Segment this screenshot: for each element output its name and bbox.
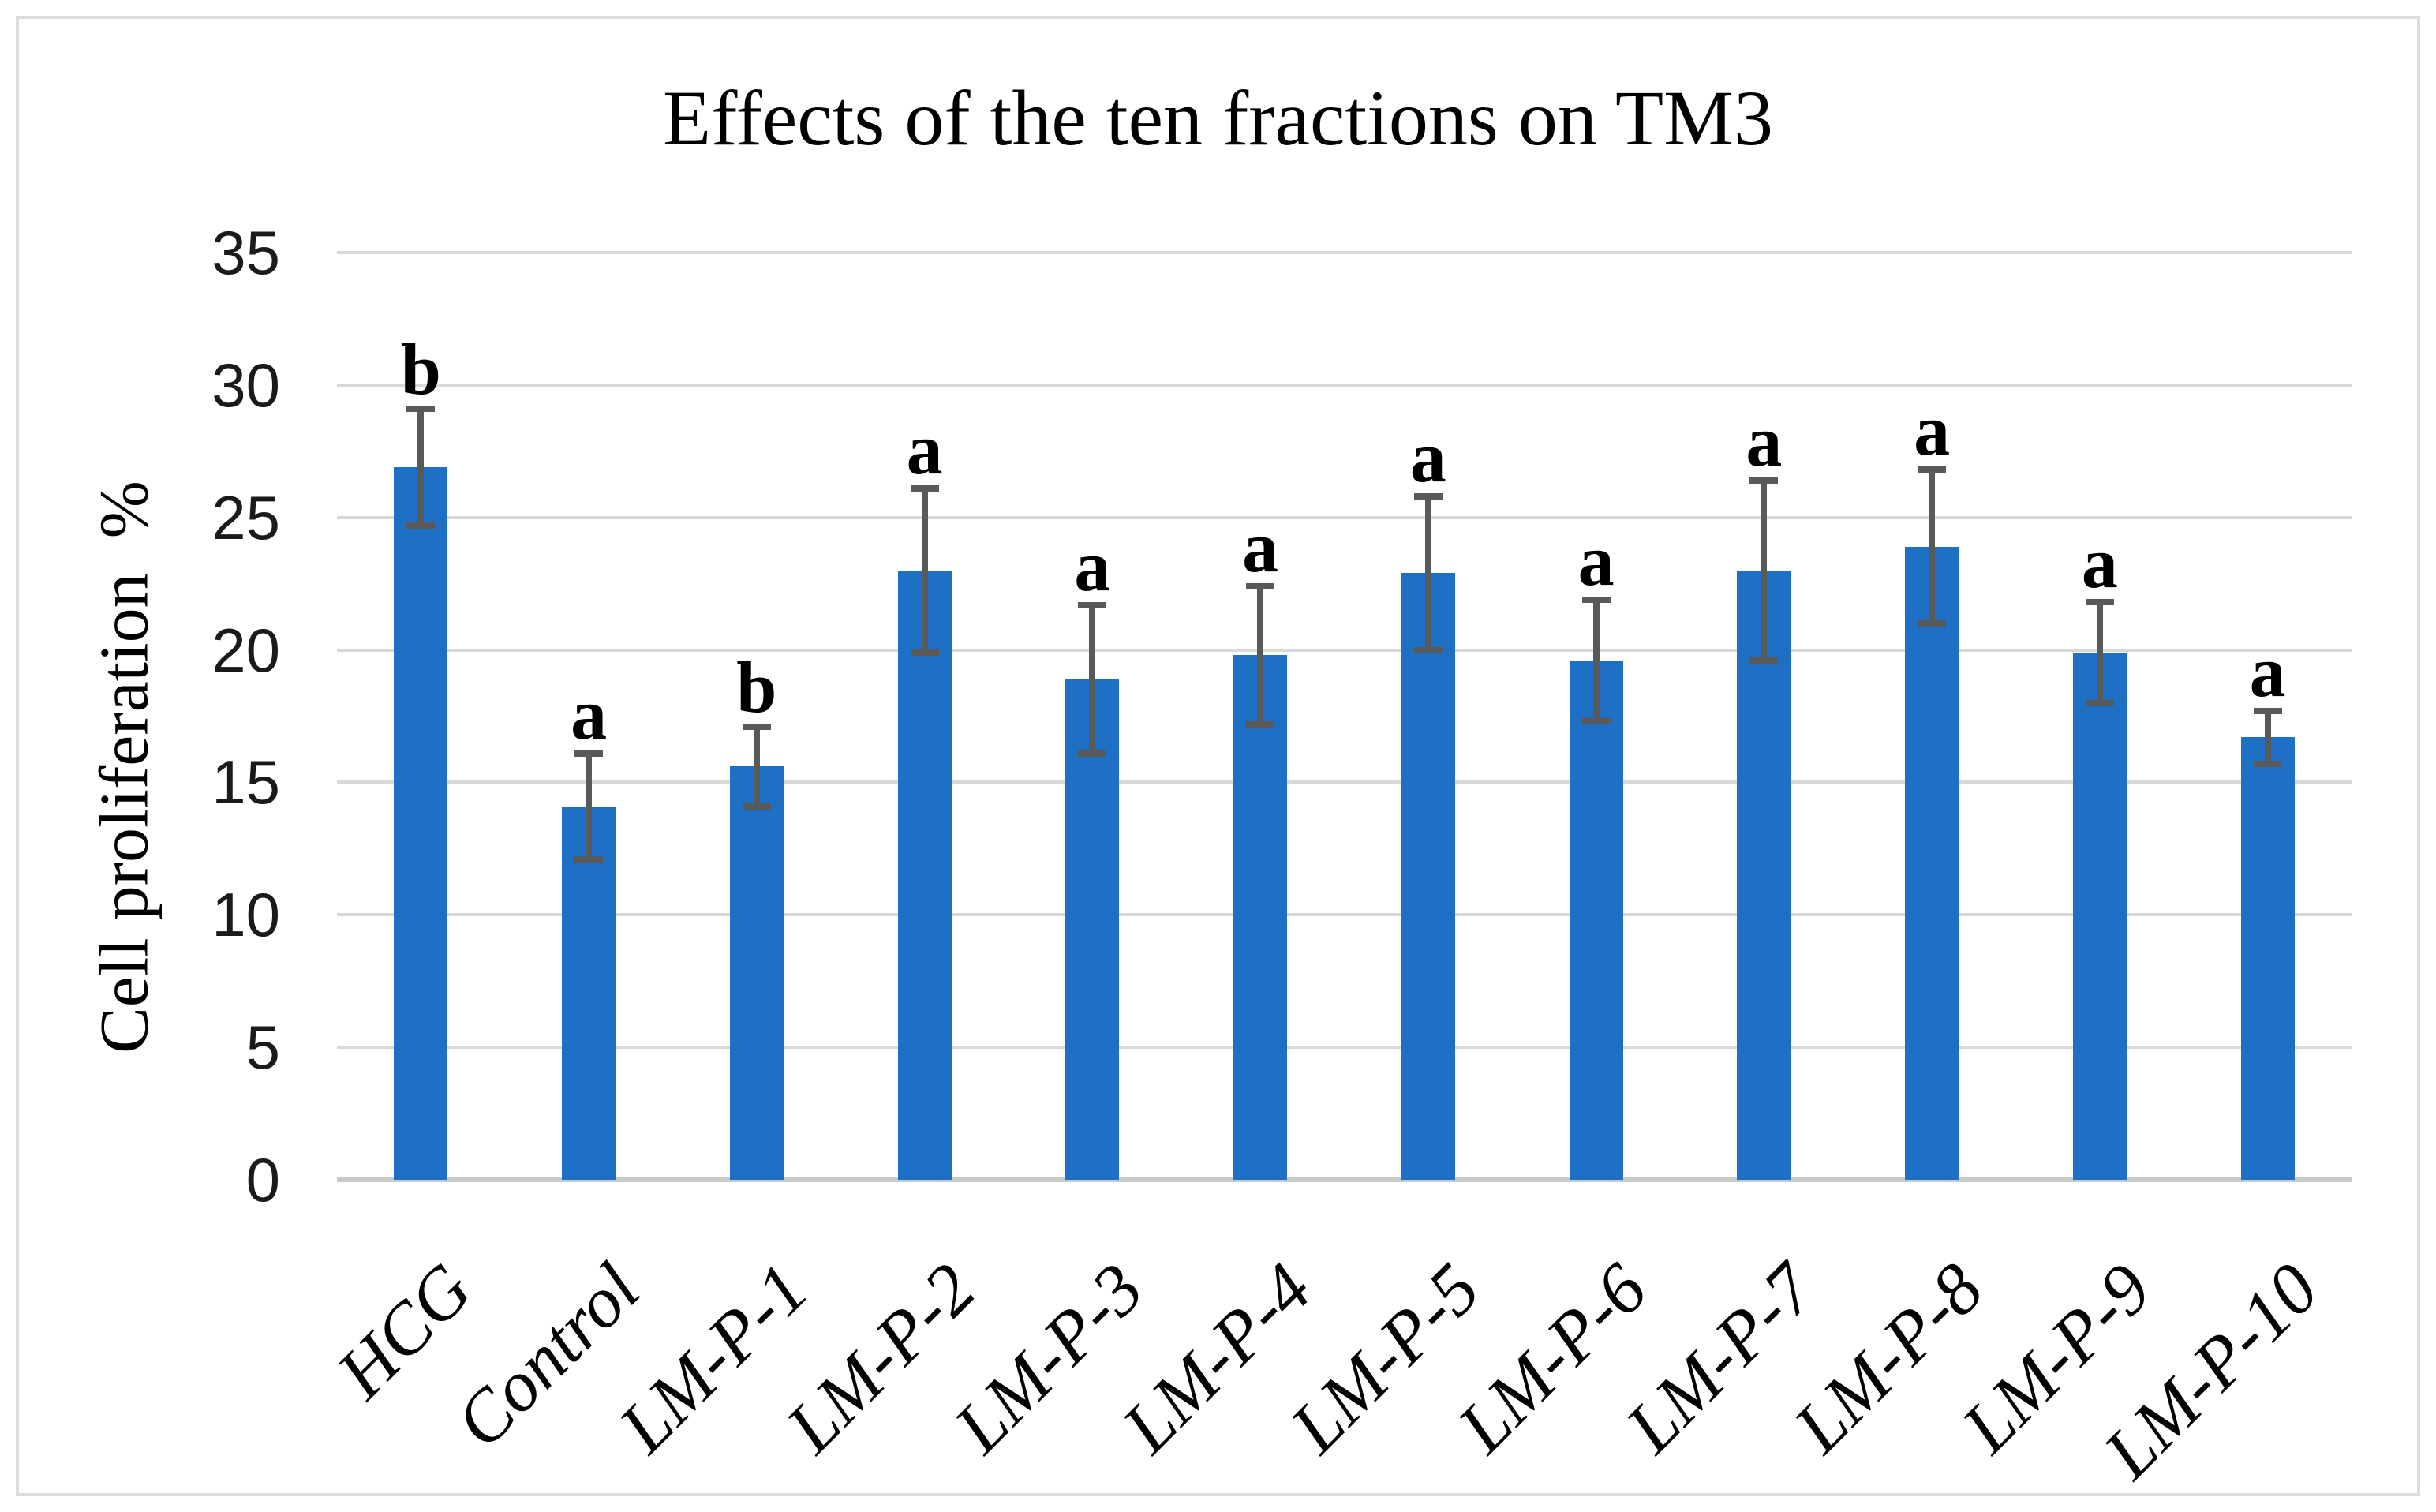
significance-letter: a [1242,507,1279,588]
error-bar-stem [2264,710,2271,764]
error-bar-bottom-cap [406,522,436,529]
bar [729,766,784,1180]
error-bar-stem [753,726,760,807]
significance-letter: a [1914,390,1951,471]
significance-letter: a [1409,416,1446,497]
error-bar-bottom-cap [1918,620,1947,627]
error-bar-stem [586,753,593,859]
y-tick-label: 15 [211,747,280,818]
error-bar-bottom-cap [1078,750,1107,757]
error-bar-top-cap [1918,466,1947,473]
x-axis-line [337,1177,2352,1182]
error-bar-bottom-cap [1749,657,1779,664]
significance-letter: a [571,673,608,754]
error-bar-bottom-cap [2253,760,2282,767]
significance-letter: b [400,329,441,410]
bar [1737,570,1791,1180]
error-bar-stem [2096,602,2103,703]
bar [2240,737,2295,1180]
y-tick-label: 5 [245,1012,280,1083]
error-bar-top-cap [1749,477,1779,484]
gridline [337,251,2352,255]
bar [1401,573,1455,1180]
error-bar-bottom-cap [910,649,939,656]
y-tick-label: 30 [211,350,280,420]
error-bar-top-cap [910,485,939,492]
gridline [337,913,2352,917]
y-tick-label: 35 [211,218,280,288]
error-bar-top-cap [2085,599,2114,606]
bar [1065,679,1120,1180]
significance-letter: a [1577,519,1615,601]
error-bar-bottom-cap [2085,699,2114,706]
bar [1905,546,1959,1180]
significance-letter: a [1746,400,1783,481]
y-tick-label: 25 [211,482,280,552]
error-bar-top-cap [1581,596,1611,603]
gridline [337,1046,2352,1050]
error-bar-stem [1929,470,1936,624]
bar [897,570,952,1180]
significance-letter: a [1074,525,1111,606]
significance-letter: a [2081,522,2118,604]
error-bar-top-cap [1246,583,1275,590]
error-bar-stem [1257,586,1264,724]
gridline [337,780,2352,784]
error-bar-stem [1592,599,1600,722]
gridline [337,648,2352,652]
error-bar-top-cap [742,723,771,730]
bar [562,806,616,1180]
error-bar-bottom-cap [1413,646,1443,653]
error-bar-stem [921,488,928,653]
error-bar-bottom-cap [574,855,604,863]
significance-letter: a [2249,631,2286,712]
significance-letter: a [906,408,943,489]
bar [1569,661,1623,1180]
error-bar-top-cap [574,750,604,757]
y-tick-label: 10 [211,880,280,950]
chart-title: Effects of the ten fractions on TM3 [662,74,1774,162]
error-bar-top-cap [1413,492,1443,500]
error-bar-bottom-cap [1581,718,1611,725]
error-bar-stem [417,409,425,526]
y-tick-label: 20 [211,615,280,685]
error-bar-top-cap [1078,601,1107,608]
bar [394,466,448,1180]
error-bar-stem [1761,480,1768,661]
gridline [337,383,2352,387]
gridline [337,515,2352,519]
bar [1233,655,1288,1180]
error-bar-bottom-cap [1246,720,1275,728]
error-bar-stem [1089,604,1096,754]
bar [2072,652,2127,1180]
x-tick-label-text: LM-P-10 [2088,1248,2334,1494]
error-bar-bottom-cap [742,803,771,810]
error-bar-top-cap [2253,707,2282,714]
significance-letter: b [736,646,777,728]
y-tick-label: 0 [245,1145,280,1214]
error-bar-top-cap [406,406,436,413]
x-tick-label: LM-P-10 [1727,1248,2334,1493]
error-bar-stem [1424,496,1431,650]
